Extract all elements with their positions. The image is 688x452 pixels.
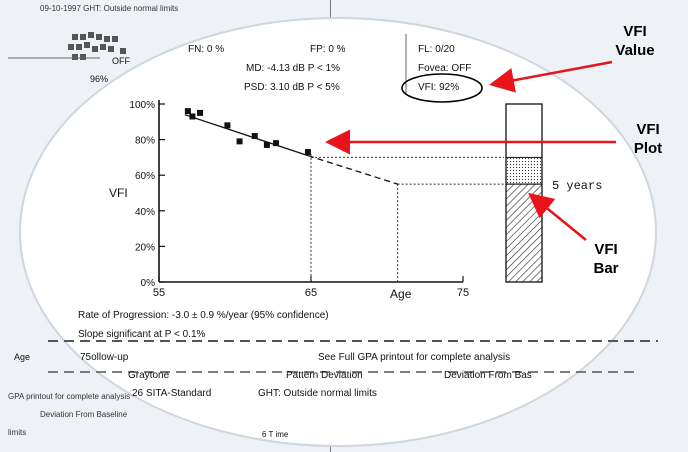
bg-deviation-text: Deviation From Baseline (40, 410, 128, 419)
arrow-vfi-bar (528, 192, 587, 241)
ght-label: GHT: Outside normal limits (258, 388, 377, 399)
pct-fragment: 96% (90, 74, 109, 84)
data-point (184, 108, 191, 115)
y-tick-label: 20% (135, 242, 155, 253)
bg-gpa-text: GPA printout for complete analysis (8, 392, 131, 401)
arrow-vfi-value (489, 60, 613, 93)
age-label: Age (14, 352, 31, 362)
fp-text: FP: 0 % (310, 44, 346, 55)
callout-vfi-plot: VFI Plot (633, 121, 663, 157)
fovea-text: Fovea: OFF (418, 63, 472, 74)
data-point (263, 141, 270, 148)
data-point (197, 109, 204, 116)
lens-ellipse (19, 17, 657, 447)
graytone-label: Graytone (128, 370, 170, 381)
fn-fragment: OFF (112, 56, 130, 66)
slope-significance: Slope significant at P < 0.1% (78, 329, 206, 340)
fn-text: FN: 0 % (188, 44, 225, 55)
x-tick-label: 65 (305, 287, 317, 299)
time-fragment: 6 T ime (262, 430, 289, 439)
deviation-from-baseline-label: Deviation From Bas (444, 370, 532, 381)
pattern-deviation-label: Pattern Deviation (286, 370, 363, 381)
fl-text: FL: 0/20 (418, 44, 455, 55)
y-tick-label: 40% (135, 207, 155, 218)
psd-text: PSD: 3.10 dB P < 5% (244, 82, 340, 93)
y-tick-label: 0% (141, 278, 156, 289)
callout-vfi-value: VFI Value (615, 23, 655, 59)
md-text: MD: -4.13 dB P < 1% (246, 63, 341, 74)
see-full-gpa: See Full GPA printout for complete analy… (318, 352, 511, 363)
y-axis-label: VFI (109, 186, 128, 200)
y-tick-label: 60% (135, 171, 155, 182)
regression-line (184, 114, 309, 157)
vfi-bar-projected-segment (505, 183, 543, 283)
vfi-value-text: VFI: 92% (418, 82, 460, 93)
followup-label: 75ollow-up (80, 352, 129, 363)
five-years-label: 5 years (552, 179, 602, 193)
x-axis-label: Age (390, 287, 412, 301)
sita-label: 26 SITA-Standard (132, 388, 212, 399)
callout-vfi-bar: VFI Bar (593, 241, 619, 277)
bg-header: 09-10-1997 GHT: Outside normal limits (40, 4, 179, 13)
data-point (304, 149, 311, 156)
y-tick-label: 100% (129, 100, 155, 111)
projection-line (307, 155, 398, 185)
x-tick-label: 55 (153, 287, 165, 299)
vfi-bar-current-segment (505, 156, 543, 185)
data-point (224, 122, 231, 129)
y-tick-label: 80% (135, 136, 155, 147)
data-point (251, 133, 258, 140)
rate-of-progression: Rate of Progression: -3.0 ± 0.9 %/year (… (78, 310, 329, 321)
bg-limits-text: limits (8, 428, 27, 437)
data-point (236, 138, 243, 145)
x-tick-label: 75 (457, 287, 469, 299)
vfi-value-circle (401, 73, 483, 103)
visual-field-pattern (68, 32, 126, 60)
data-point (189, 113, 196, 120)
data-point (273, 140, 280, 147)
